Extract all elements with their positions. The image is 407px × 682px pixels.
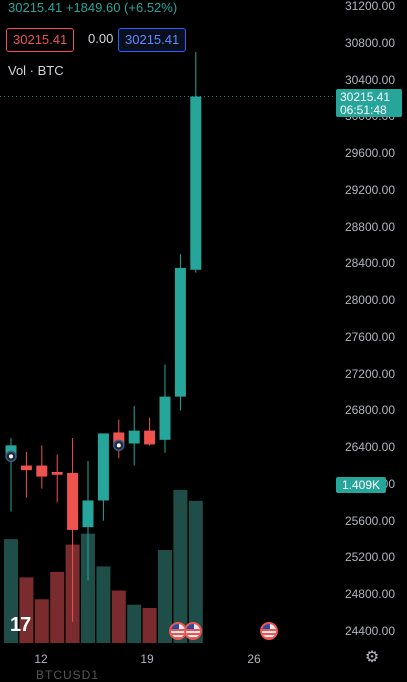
date-tick-label: 19: [140, 652, 154, 666]
tradingview-logo-icon[interactable]: 17: [10, 614, 31, 636]
price-tick-label: 30800.00: [344, 35, 395, 50]
quote-header: 30215.41 +1849.60 (+6.52%): [8, 0, 177, 15]
volume-indicator-label[interactable]: Vol · BTC: [8, 63, 64, 78]
volume-badge: 1.409K: [336, 477, 386, 493]
date-tick-label: 12: [34, 652, 48, 666]
price-change: +1849.60 (+6.52%): [65, 0, 178, 15]
candle-body: [174, 267, 186, 397]
event-marker-dot: [9, 454, 13, 459]
price-tick-label: 26800.00: [344, 403, 395, 418]
spread-value: 0.00: [88, 31, 114, 46]
candle-body: [67, 472, 79, 530]
last-price-badge: 30215.41 06:51:48: [336, 89, 402, 117]
price-tick-label: 27600.00: [344, 329, 395, 344]
price-tick-label: 31200.00: [344, 0, 395, 13]
bar-countdown: 06:51:48: [340, 103, 387, 117]
price-tick-label: 28000.00: [344, 293, 395, 308]
price-tick-label: 24800.00: [344, 587, 395, 602]
candle-body: [159, 396, 171, 440]
volume-bar: [127, 604, 142, 643]
price-tick-label: 27200.00: [344, 366, 395, 381]
economic-event-flag-icon[interactable]: [184, 622, 202, 640]
settings-gear-icon[interactable]: ⚙: [364, 649, 380, 666]
price-tick-label: 24400.00: [344, 624, 395, 638]
economic-event-flag-icon[interactable]: [260, 622, 278, 640]
last-price-value: 30215.41: [340, 90, 391, 104]
candle-body: [113, 432, 125, 446]
sell-price-button[interactable]: 30215.41: [6, 28, 75, 52]
price-tick-label: 25600.00: [344, 513, 395, 528]
candle-body: [97, 433, 109, 501]
candle-body: [190, 96, 202, 270]
volume-bar: [96, 566, 111, 643]
candle-body: [82, 500, 94, 528]
candle-body: [128, 430, 140, 444]
volume-bar: [34, 599, 49, 643]
volume-bar: [173, 489, 188, 643]
volume-bar: [81, 533, 95, 643]
price-tick-label: 25200.00: [344, 550, 395, 565]
current-price: 30215.41: [8, 0, 63, 15]
volume-bar: [19, 577, 34, 643]
volume-bar: [142, 608, 157, 643]
volume-bar: [111, 590, 126, 643]
buy-price-button[interactable]: 30215.41: [118, 28, 187, 52]
volume-bar: [158, 550, 172, 643]
symbol-watermark: BTCUSD1: [36, 668, 100, 682]
price-tick-label: 26400.00: [344, 440, 395, 455]
price-tick-label: 29200.00: [344, 182, 395, 197]
price-tick-label: 30400.00: [344, 72, 395, 87]
event-marker-dot: [116, 443, 121, 448]
volume-bar: [188, 500, 203, 643]
candle-body: [20, 465, 32, 471]
candle-body: [51, 471, 63, 475]
candle-body: [144, 430, 156, 445]
volume-bar: [4, 539, 18, 643]
price-tick-label: 28400.00: [344, 256, 395, 271]
candle-body: [36, 465, 48, 477]
price-tick-label: 29600.00: [344, 146, 395, 161]
volume-bar: [50, 571, 65, 643]
price-tick-label: 28800.00: [344, 219, 395, 234]
date-tick-label: 26: [247, 652, 261, 666]
